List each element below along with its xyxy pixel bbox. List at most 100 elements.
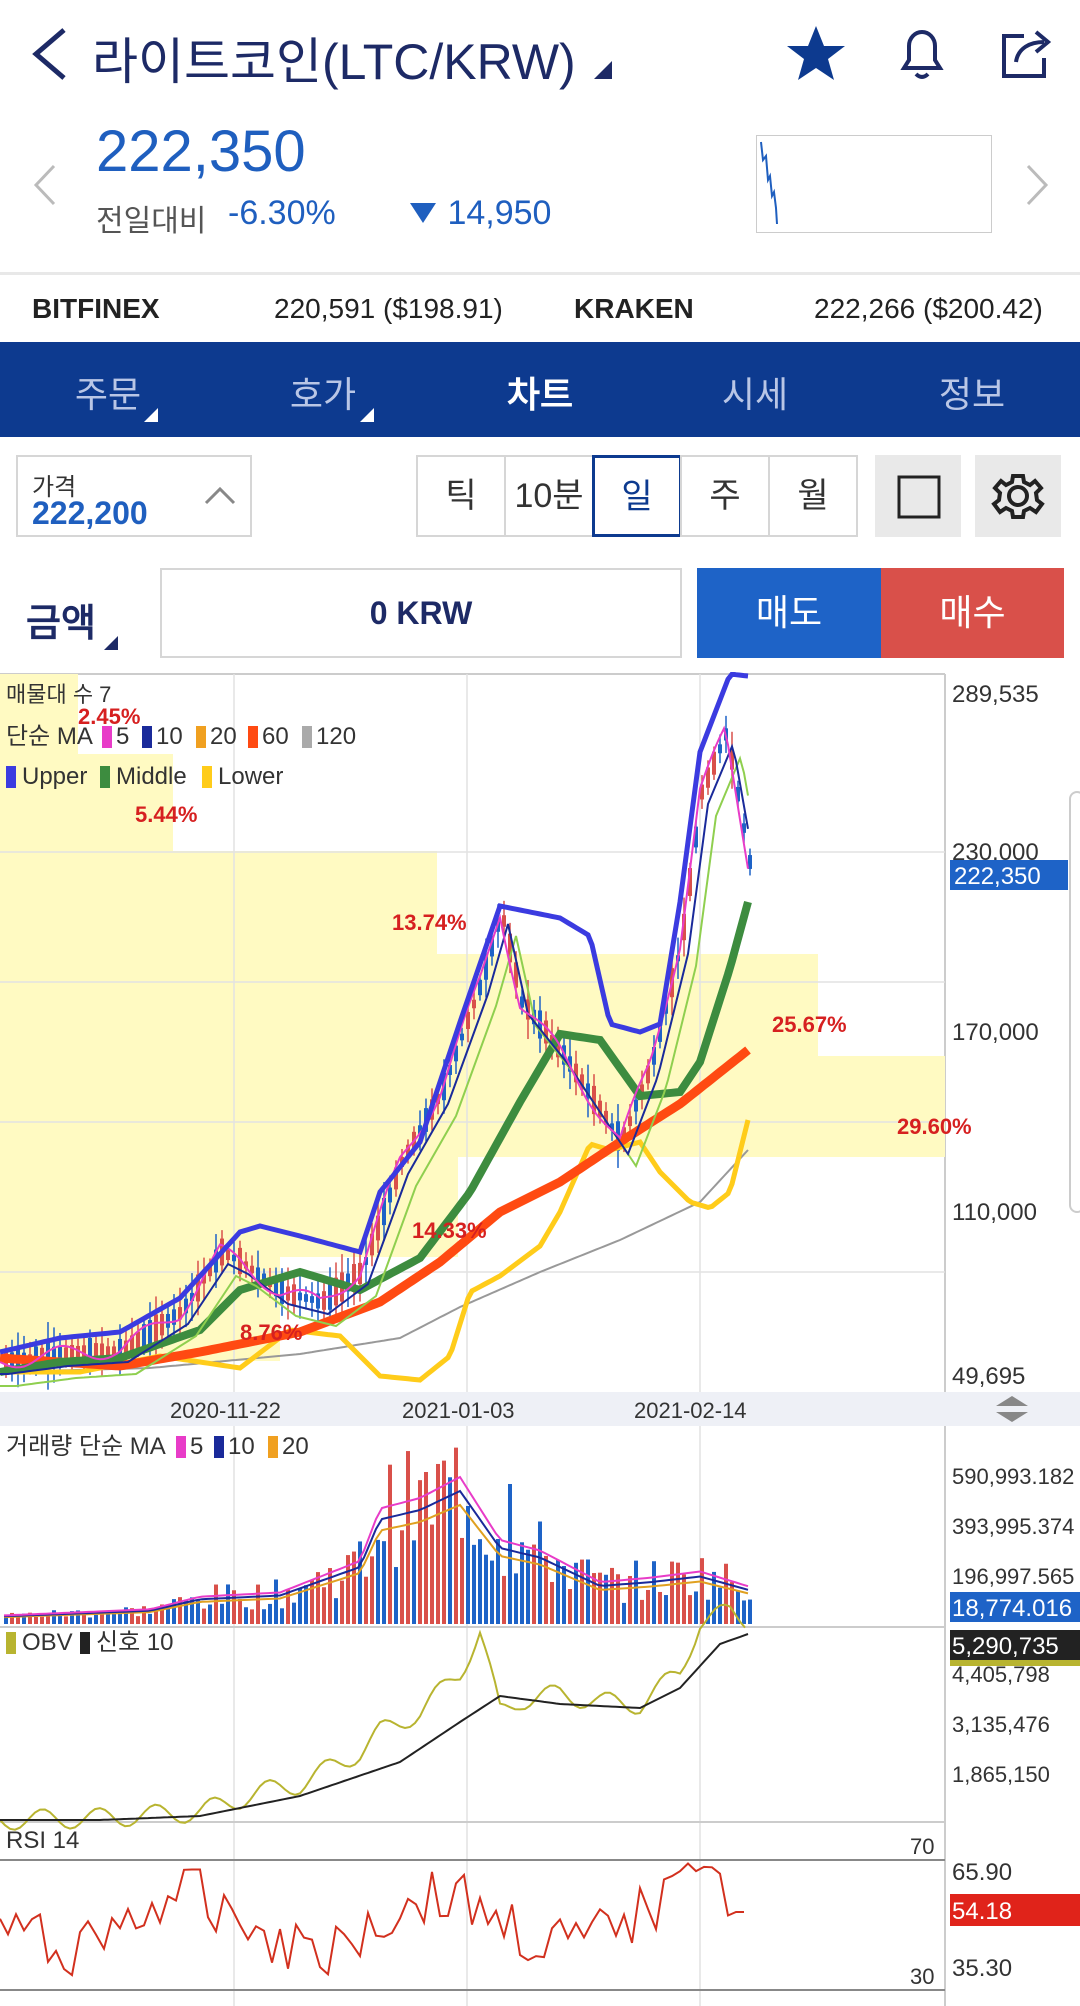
volume-bar <box>232 1590 236 1624</box>
volume-bar <box>460 1537 464 1624</box>
ma-legend-20: 20 <box>210 723 237 750</box>
volume-bar <box>430 1524 434 1624</box>
price-selector[interactable]: 가격 222,200 <box>16 455 252 537</box>
volume-bar <box>358 1541 362 1624</box>
tab-quotes[interactable]: 시세 <box>680 366 830 418</box>
rsi-tick: 65.90 <box>952 1859 1012 1886</box>
candle-body <box>304 1294 308 1302</box>
volume-bar <box>748 1599 752 1624</box>
mini-chart[interactable] <box>756 135 992 233</box>
volume-bar <box>340 1580 344 1624</box>
volume-bar <box>394 1567 398 1624</box>
volume-bar <box>136 1616 140 1624</box>
buy-button[interactable]: 매수 <box>881 568 1064 658</box>
tab-orderbook[interactable]: 호가 <box>248 366 398 418</box>
tab-label: 주문 <box>74 374 142 415</box>
candle-body <box>124 1340 128 1355</box>
sell-button[interactable]: 매도 <box>697 568 881 658</box>
volume-legend: 거래량 단순 MA <box>6 1433 166 1460</box>
candle-body <box>406 1144 410 1159</box>
chart-settings-button[interactable] <box>975 455 1061 537</box>
draw-tool-button[interactable] <box>875 455 961 537</box>
chart-scrollbar[interactable] <box>1069 791 1080 1213</box>
back-button[interactable] <box>22 22 78 86</box>
change-percent: -6.30% <box>228 194 336 232</box>
down-triangle-icon <box>410 203 436 223</box>
rsi-level-30: 30 <box>910 1964 934 1989</box>
rsi-current-tag: 54.18 <box>952 1898 1012 1925</box>
page-title[interactable]: 라이트코인(LTC/KRW) <box>92 22 614 94</box>
volume-bar <box>322 1587 326 1624</box>
volume-bar <box>178 1597 182 1624</box>
period-month[interactable]: 월 <box>768 455 858 537</box>
share-icon <box>1002 30 1052 78</box>
volume-bar <box>316 1572 320 1624</box>
period-tick[interactable]: 틱 <box>416 455 506 537</box>
period-day[interactable]: 일 <box>592 455 682 537</box>
candle-body <box>112 1346 116 1355</box>
volume-bar <box>268 1603 272 1624</box>
candle-body <box>478 979 482 996</box>
candle-body <box>508 933 512 963</box>
candle-body <box>658 1021 662 1042</box>
volume-bar <box>94 1614 98 1624</box>
prev-coin-button[interactable] <box>30 162 60 208</box>
bb-middle-line <box>0 900 752 1376</box>
candle-body <box>244 1261 248 1269</box>
volume-bar <box>586 1559 590 1624</box>
candle-body <box>202 1274 206 1284</box>
volume-bar <box>238 1598 242 1624</box>
obv-signal-legend: 신호 10 <box>96 1629 174 1656</box>
volume-bar <box>28 1612 32 1624</box>
volume-bar <box>274 1579 278 1624</box>
candle-body <box>76 1345 80 1360</box>
volume-bar <box>352 1551 356 1624</box>
volume-bar <box>682 1574 686 1624</box>
tab-chart[interactable]: 차트 <box>465 366 615 418</box>
amount-input[interactable]: 0 KRW <box>160 568 682 658</box>
change-value-text: 14,950 <box>447 194 552 232</box>
volume-bar <box>670 1561 674 1624</box>
candle-body <box>586 1083 590 1099</box>
dropdown-triangle-icon <box>144 408 158 422</box>
obv-tick: 4,405,798 <box>952 1662 1050 1687</box>
alarm-button[interactable] <box>890 22 954 86</box>
volume-bar <box>616 1574 620 1624</box>
price-chart[interactable]: 매물대 수 7 단순 MA 5 10 20 60 120 Upper Middl… <box>0 672 1080 2006</box>
next-coin-button[interactable] <box>1022 162 1052 208</box>
volume-bar <box>736 1590 740 1624</box>
ma-legend: 단순 MA 5 10 20 60 120 <box>6 723 356 750</box>
tab-info[interactable]: 정보 <box>897 366 1047 418</box>
volume-bar <box>382 1541 386 1624</box>
dropdown-triangle-icon <box>360 408 374 422</box>
current-price-tag: 222,350 <box>954 863 1041 890</box>
candle-body <box>310 1296 314 1303</box>
coin-title: 라이트코인(LTC/KRW) <box>92 34 576 90</box>
volume-bar <box>10 1612 14 1624</box>
period-week[interactable]: 주 <box>680 455 770 537</box>
favorite-button[interactable] <box>784 22 848 86</box>
candle-body <box>136 1331 140 1349</box>
candle-body <box>334 1277 338 1306</box>
volume-bar <box>712 1571 716 1624</box>
tab-label: 호가 <box>289 374 357 415</box>
candle-body <box>58 1346 62 1363</box>
y-tick: 110,000 <box>952 1199 1037 1226</box>
candle-body <box>490 937 494 957</box>
volume-bar <box>478 1539 482 1624</box>
candle-body <box>100 1343 104 1360</box>
candle-body <box>394 1167 398 1190</box>
share-button[interactable] <box>994 22 1058 86</box>
chevron-left-icon <box>33 164 56 206</box>
candle-body <box>226 1249 230 1261</box>
volume-bar <box>448 1477 452 1624</box>
candle-body <box>388 1187 392 1203</box>
volume-bar <box>112 1611 116 1624</box>
candle-body <box>64 1347 68 1361</box>
period-10min[interactable]: 10분 <box>504 455 594 537</box>
volume-bar <box>190 1597 194 1624</box>
profile-pct-label: 2.45% <box>78 704 140 729</box>
tab-order[interactable]: 주문 <box>33 366 183 418</box>
resize-handle-icon[interactable] <box>996 1396 1028 1422</box>
amount-label[interactable]: 금액 <box>26 592 96 647</box>
